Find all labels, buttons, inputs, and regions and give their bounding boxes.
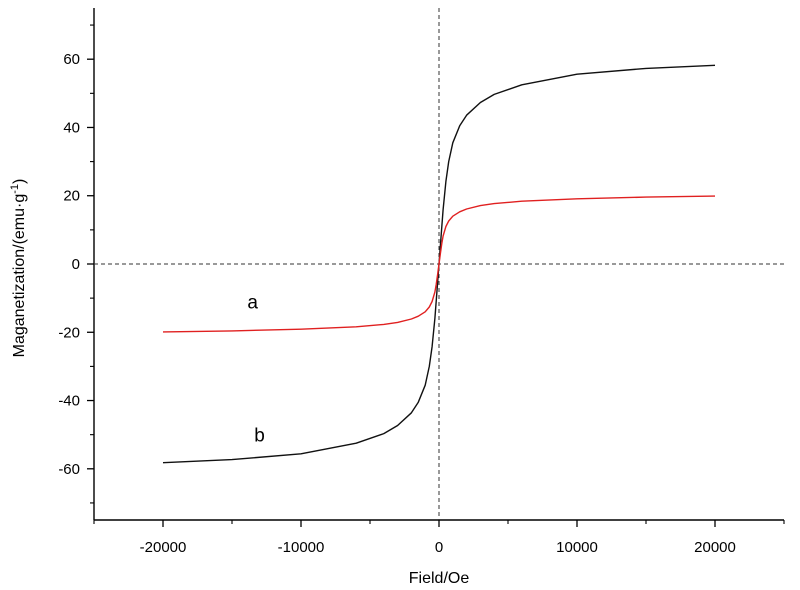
series: [162, 64, 716, 464]
x-tick-label: -10000: [278, 539, 325, 556]
y-tick-label: -20: [58, 324, 80, 341]
x-tick-label: 10000: [556, 539, 598, 556]
y-tick-label: 20: [63, 188, 80, 205]
y-axis-title-close: ): [11, 179, 28, 184]
x-axis-title: Field/Oe: [409, 570, 470, 587]
y-axis-title-main: Maganetization/(emu·g: [11, 194, 28, 358]
y-axis-title-superscript: -1: [9, 184, 21, 194]
y-tick-label: 60: [63, 51, 80, 68]
x-tick-label: 0: [435, 539, 443, 556]
y-tick-label: -60: [58, 461, 80, 478]
annotations: ab: [247, 292, 264, 446]
y-axis-title: Maganetization/(emu·g-1): [9, 179, 28, 358]
y-tick-label: -40: [58, 393, 80, 410]
ticks: -20000 -10000 0 10000 20000 -60 -40 -20 0 20 40 60: [58, 24, 785, 556]
y-tick-label: 0: [72, 256, 80, 273]
curve-label-a: a: [247, 292, 258, 313]
y-tick-label: 40: [63, 119, 80, 136]
series-a-line: [162, 195, 716, 333]
curve-label-b: b: [254, 425, 265, 446]
x-tick-label: 20000: [694, 539, 736, 556]
x-tick-label: -20000: [140, 539, 187, 556]
